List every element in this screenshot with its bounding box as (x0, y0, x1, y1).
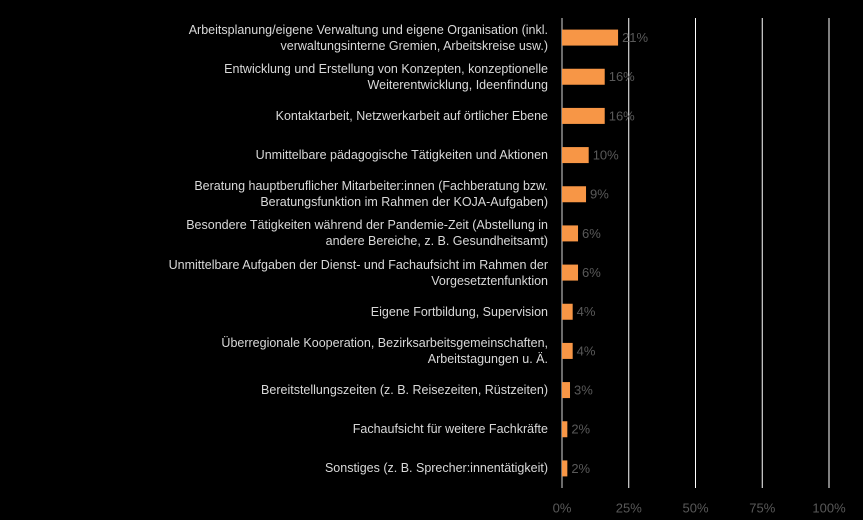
value-label: 2% (571, 422, 590, 437)
value-label: 16% (609, 108, 635, 123)
value-label: 6% (582, 226, 601, 241)
x-tick-label: 100% (812, 500, 846, 515)
value-label: 3% (574, 383, 593, 398)
category-label-box: Sonstiges (z. B. Sprecher:innentätigkeit… (148, 449, 548, 488)
value-label: 21% (622, 30, 648, 45)
value-label: 2% (571, 461, 590, 476)
value-label: 6% (582, 265, 601, 280)
bar (562, 460, 568, 477)
category-label-box: Fachaufsicht für weitere Fachkräfte (148, 410, 548, 449)
y-tick-label: Besondere Tätigkeiten während der Pandem… (186, 218, 548, 249)
category-label-box: Kontaktarbeit, Netzwerkarbeit auf örtlic… (148, 96, 548, 135)
y-tick-label: Arbeitsplanung/eigene Verwaltung und eig… (188, 22, 548, 53)
bar (562, 382, 571, 399)
category-label-box: Arbeitsplanung/eigene Verwaltung und eig… (148, 18, 548, 57)
x-tick-label: 25% (616, 500, 642, 515)
y-tick-label: Überregionale Kooperation, Bezirksarbeit… (221, 335, 548, 366)
bar (562, 68, 605, 85)
category-label-box: Eigene Fortbildung, Supervision (148, 292, 548, 331)
bar (562, 303, 573, 320)
category-label-box: Entwicklung und Erstellung von Konzepten… (148, 57, 548, 96)
value-label: 4% (577, 304, 596, 319)
y-tick-label: Sonstiges (z. B. Sprecher:innentätigkeit… (324, 461, 548, 476)
y-tick-label: Unmittelbare Aufgaben der Dienst- und Fa… (168, 257, 548, 288)
x-tick-label: 0% (553, 500, 572, 515)
y-tick-label: Eigene Fortbildung, Supervision (370, 304, 548, 319)
value-label: 4% (577, 343, 596, 358)
bar (562, 29, 619, 46)
category-label-box: Unmittelbare pädagogische Tätigkeiten un… (148, 136, 548, 175)
y-tick-label: Kontaktarbeit, Netzwerkarbeit auf örtlic… (275, 108, 548, 123)
y-tick-label: Beratung hauptberuflicher Mitarbeiter:in… (194, 179, 548, 210)
y-tick-label: Entwicklung und Erstellung von Konzepten… (224, 61, 548, 92)
bar (562, 264, 579, 281)
value-label: 10% (593, 148, 619, 163)
category-label-box: Unmittelbare Aufgaben der Dienst- und Fa… (148, 253, 548, 292)
category-label-box: Überregionale Kooperation, Bezirksarbeit… (148, 331, 548, 370)
y-tick-label: Unmittelbare pädagogische Tätigkeiten un… (255, 148, 548, 162)
category-label-box: Besondere Tätigkeiten während der Pandem… (148, 214, 548, 253)
y-tick-label: Bereitstellungszeiten (z. B. Reisezeiten… (261, 383, 548, 397)
bar (562, 107, 605, 124)
bar (562, 225, 579, 242)
y-tick-label: Fachaufsicht für weitere Fachkräfte (352, 422, 548, 437)
bar (562, 186, 587, 203)
value-label: 9% (590, 187, 609, 202)
category-label-box: Beratung hauptberuflicher Mitarbeiter:in… (148, 175, 548, 214)
x-tick-label: 75% (749, 500, 775, 515)
x-tick-label: 50% (682, 500, 708, 515)
bar (562, 342, 573, 359)
value-label: 16% (609, 69, 635, 84)
bar (562, 147, 589, 164)
category-label-box: Bereitstellungszeiten (z. B. Reisezeiten… (148, 371, 548, 410)
bar (562, 421, 568, 438)
